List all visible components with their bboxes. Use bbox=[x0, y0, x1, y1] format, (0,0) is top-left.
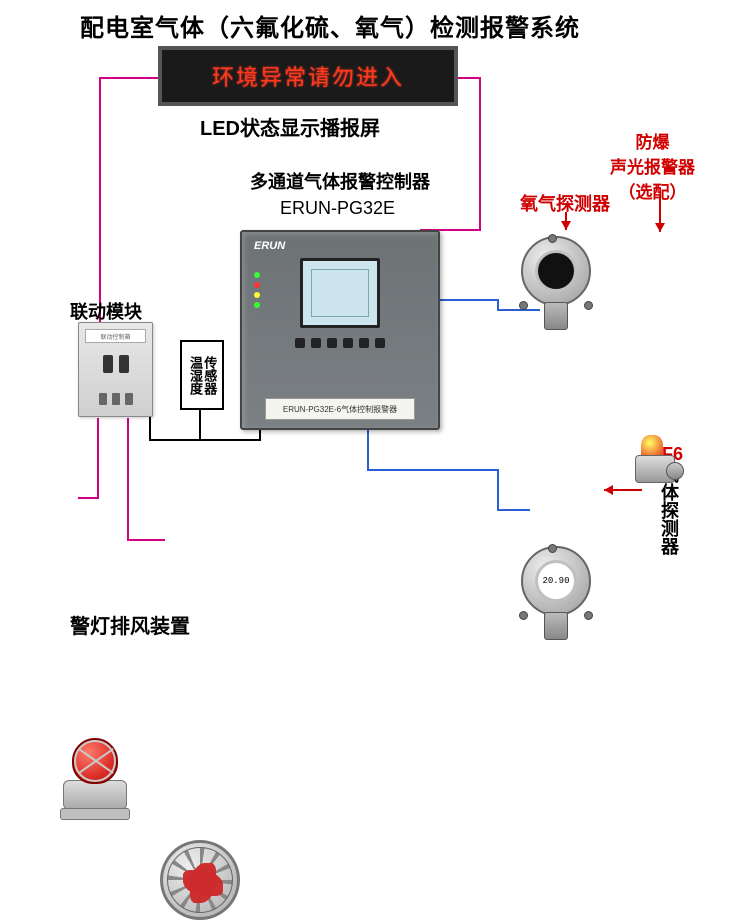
linkage-caption: 联动模块 bbox=[70, 298, 142, 324]
controller-brand: ERUN bbox=[254, 240, 430, 252]
linkage-switches bbox=[85, 355, 146, 373]
explosion-proof-siren bbox=[635, 435, 690, 483]
controller-sticker: ERUN-PG32E-6气体控制报警器 bbox=[265, 398, 415, 420]
bottom-caption: 警灯排风装置 bbox=[70, 610, 190, 639]
controller-box: ERUN ERUN-PG32E-6气体控制报警器 bbox=[240, 230, 440, 430]
linkage-plugs bbox=[85, 393, 146, 405]
siren-caption-2: 声光报警器 bbox=[610, 153, 695, 178]
sf6-detector-reading: 20.90 bbox=[535, 560, 577, 602]
siren-caption-3: （选配） bbox=[610, 178, 695, 203]
siren-caption: 防爆 声光报警器 （选配） bbox=[610, 128, 695, 203]
led-sign-text: 环境异常请勿进入 bbox=[212, 60, 404, 92]
led-sign: 环境异常请勿进入 bbox=[158, 46, 458, 106]
oxygen-caption: 氧气探测器 bbox=[520, 190, 610, 216]
linkage-tag: 联动控制箱 bbox=[85, 329, 146, 343]
controller-buttons bbox=[250, 338, 430, 348]
sf6-detector: 20.90 bbox=[515, 540, 597, 640]
controller-status-leds bbox=[254, 272, 260, 308]
temp-humidity-sensor: 温湿度传感器 bbox=[180, 340, 224, 410]
system-title: 配电室气体（六氟化硫、氧气）检测报警系统 bbox=[80, 8, 580, 43]
alarm-lamp bbox=[60, 738, 130, 820]
th-label-2: 传感器 bbox=[202, 356, 216, 395]
controller-screen bbox=[300, 258, 380, 328]
led-caption: LED状态显示播报屏 bbox=[200, 112, 380, 141]
controller-model: ERUN-PG32E bbox=[280, 198, 395, 219]
siren-caption-1: 防爆 bbox=[610, 128, 695, 153]
th-label-1: 温湿度 bbox=[188, 356, 202, 395]
exhaust-fan bbox=[160, 840, 240, 920]
linkage-box: 联动控制箱 bbox=[78, 322, 153, 417]
controller-caption: 多通道气体报警控制器 bbox=[250, 168, 430, 194]
oxygen-detector bbox=[515, 230, 597, 330]
oxygen-detector-face bbox=[535, 250, 577, 292]
